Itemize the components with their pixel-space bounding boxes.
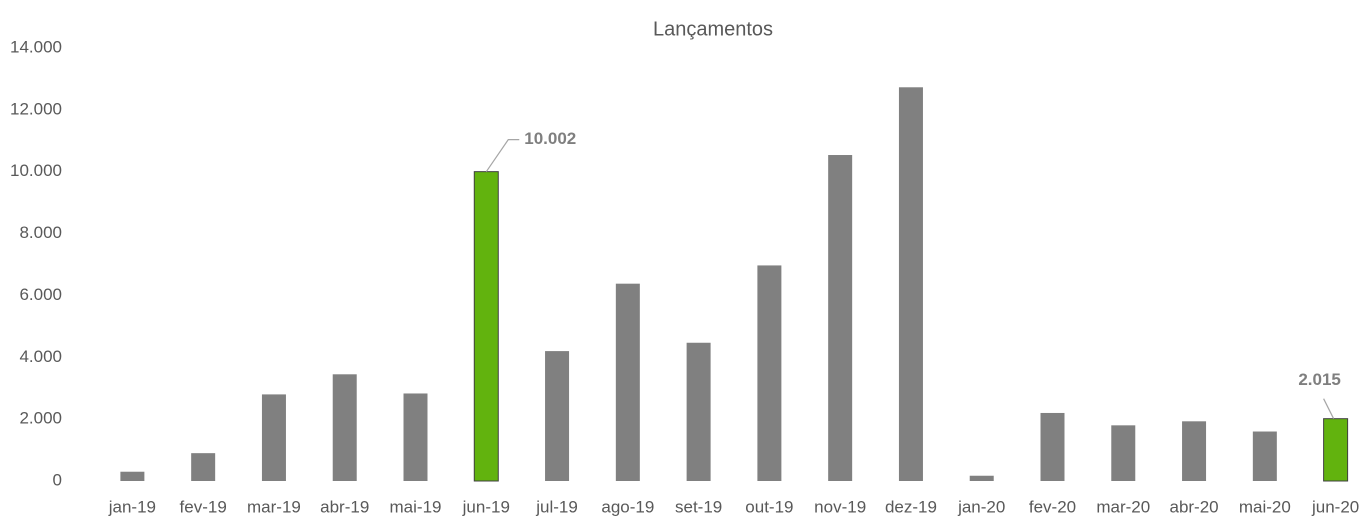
bar (898, 87, 923, 481)
y-tick-label: 14.000 (10, 37, 62, 56)
bar (1182, 421, 1207, 481)
bar (1252, 431, 1277, 481)
bar (261, 394, 286, 481)
x-tick-label: nov-19 (814, 497, 866, 516)
chart-title: Lançamentos (653, 18, 773, 40)
y-tick-label: 4.000 (19, 347, 62, 366)
x-tick-label: set-19 (675, 497, 722, 516)
y-tick-label: 2.000 (19, 409, 62, 428)
y-tick-label: 6.000 (19, 285, 62, 304)
y-tick-label: 8.000 (19, 223, 62, 242)
bar (757, 265, 782, 481)
x-tick-label: fev-20 (1029, 497, 1076, 516)
x-tick-label: mai-19 (390, 497, 442, 516)
bar (969, 475, 994, 481)
bar (545, 351, 570, 481)
y-tick-label: 0 (53, 470, 62, 489)
y-tick-label: 12.000 (10, 99, 62, 118)
x-tick-label: out-19 (745, 497, 793, 516)
x-tick-label: jun-20 (1311, 497, 1359, 516)
x-tick-label: jan-20 (957, 497, 1005, 516)
leader-line (485, 139, 520, 172)
x-tick-label: mar-19 (247, 497, 301, 516)
x-tick-label: ago-19 (601, 497, 654, 516)
x-tick-label: dez-19 (885, 497, 937, 516)
x-tick-label: abr-19 (320, 497, 369, 516)
data-label: 10.002 (524, 129, 576, 148)
y-tick-label: 10.000 (10, 161, 62, 180)
bar (686, 342, 711, 481)
bar (828, 155, 853, 481)
bar (1323, 418, 1349, 482)
x-tick-label: fev-19 (180, 497, 227, 516)
bar (191, 453, 216, 481)
leader-line (1323, 398, 1335, 419)
bar (120, 471, 145, 481)
bar (332, 374, 357, 481)
x-tick-label: mai-20 (1239, 497, 1291, 516)
x-tick-label: abr-20 (1169, 497, 1218, 516)
bar (1040, 412, 1065, 481)
x-tick-label: jul-19 (535, 497, 578, 516)
bar (1111, 425, 1136, 481)
bar (615, 283, 640, 481)
data-label: 2.015 (1298, 370, 1341, 389)
bar (473, 171, 499, 482)
x-tick-label: jan-19 (108, 497, 156, 516)
bar (403, 393, 428, 481)
x-tick-label: mar-20 (1096, 497, 1150, 516)
x-tick-label: jun-19 (462, 497, 510, 516)
